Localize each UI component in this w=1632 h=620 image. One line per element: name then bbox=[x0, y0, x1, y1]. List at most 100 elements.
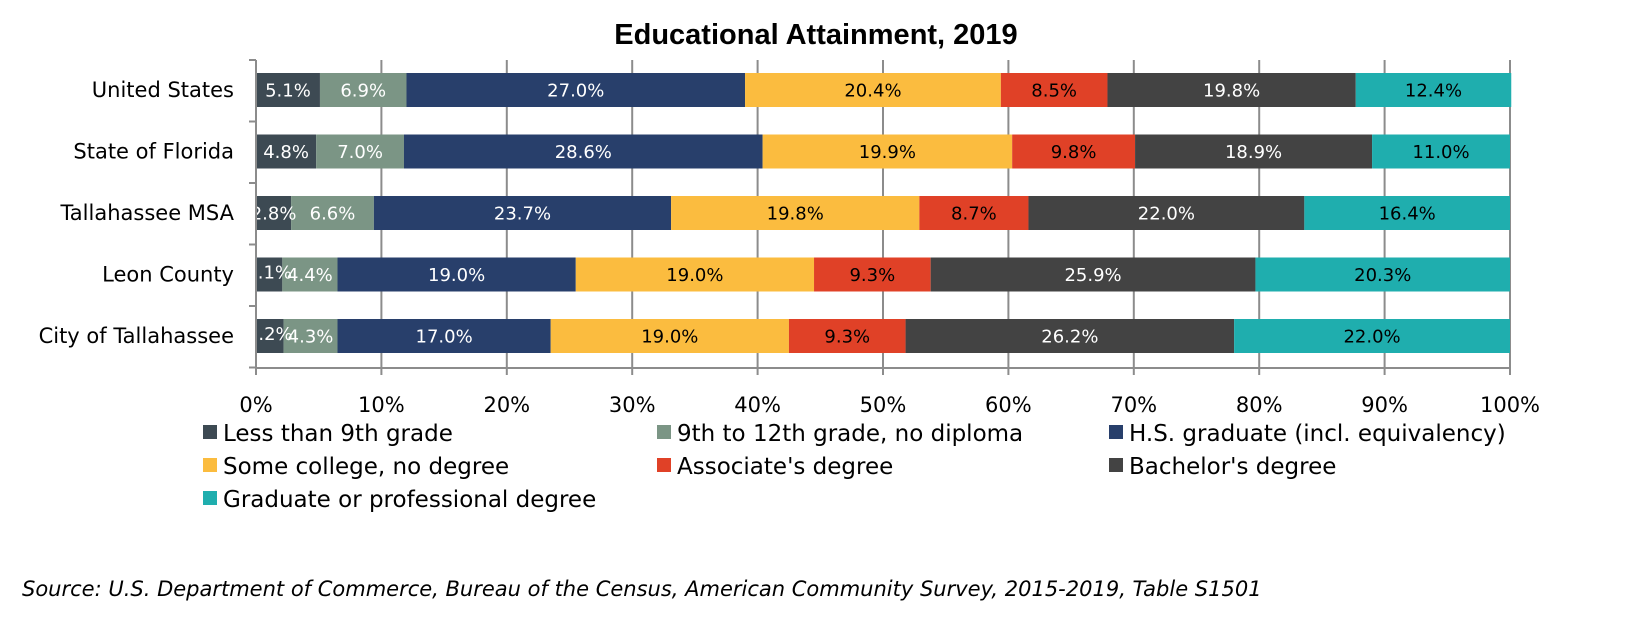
x-tick-label: 40% bbox=[734, 393, 781, 417]
bar-segments bbox=[256, 73, 1512, 353]
legend-swatch bbox=[1109, 425, 1123, 439]
data-label: 22.0% bbox=[1138, 204, 1195, 225]
data-label: 6.6% bbox=[310, 204, 356, 225]
data-label: 20.3% bbox=[1354, 265, 1411, 286]
legend-swatch bbox=[657, 458, 671, 472]
legend-label: Some college, no degree bbox=[223, 454, 509, 480]
segment-labels: 5.1% 6.9% 27.0% 20.4% 8.5% 19.8% 12.4% 4.8% 7.0%… bbox=[246, 81, 1469, 348]
data-label: 19.0% bbox=[641, 327, 698, 348]
bar-segment bbox=[1135, 134, 1373, 169]
data-label: 12.4% bbox=[1405, 81, 1462, 102]
data-label: 19.0% bbox=[666, 265, 723, 286]
legend-label: Associate's degree bbox=[677, 454, 893, 480]
bar-segment bbox=[337, 319, 551, 353]
bar-segment bbox=[1012, 134, 1136, 169]
x-tick-label: 80% bbox=[1236, 393, 1283, 417]
bar-segment bbox=[406, 73, 746, 107]
bar-segment bbox=[671, 196, 920, 230]
data-label: 2.2% bbox=[247, 324, 293, 345]
bar-segment bbox=[1255, 257, 1510, 292]
source-note: Source: U.S. Department of Commerce, Bur… bbox=[22, 577, 1262, 601]
x-tick-labels: 0% 10% 20% 30% 40% 50% 60% 70% 80% 90% 100% bbox=[239, 393, 1540, 417]
category-label: Tallahassee MSA bbox=[59, 201, 234, 225]
data-label: 18.9% bbox=[1225, 142, 1282, 163]
bar-segment bbox=[256, 257, 283, 292]
bar-segment bbox=[550, 319, 789, 353]
data-label: 19.8% bbox=[767, 204, 824, 225]
legend: Less than 9th grade 9th to 12th grade, no… bbox=[203, 421, 1506, 513]
axes bbox=[249, 59, 1511, 375]
bar-segment bbox=[291, 196, 374, 230]
x-tick-label: 90% bbox=[1361, 393, 1408, 417]
legend-label: H.S. graduate (incl. equivalency) bbox=[1129, 421, 1506, 447]
data-label: 26.2% bbox=[1041, 327, 1098, 348]
data-label: 6.9% bbox=[340, 81, 386, 102]
bar-segment bbox=[373, 196, 672, 230]
bar-segment bbox=[745, 73, 1001, 107]
category-label: City of Tallahassee bbox=[39, 324, 234, 348]
bar-segment bbox=[930, 257, 1256, 292]
bar-segment bbox=[256, 196, 292, 230]
legend-swatch bbox=[203, 425, 217, 439]
bar-segment bbox=[316, 134, 404, 169]
data-label: 5.1% bbox=[265, 81, 311, 102]
bar-segment bbox=[788, 319, 906, 353]
data-label: 9.3% bbox=[824, 327, 870, 348]
legend-swatch bbox=[203, 458, 217, 472]
bar-segment bbox=[762, 134, 1013, 169]
x-tick-label: 50% bbox=[860, 393, 907, 417]
bar-segment bbox=[283, 319, 338, 353]
data-label: 19.0% bbox=[428, 265, 485, 286]
data-label: 7.0% bbox=[337, 142, 383, 163]
data-label: 16.4% bbox=[1379, 204, 1436, 225]
bar-segment bbox=[1107, 73, 1356, 107]
x-tick-label: 70% bbox=[1110, 393, 1157, 417]
data-label: 11.0% bbox=[1412, 142, 1469, 163]
bar-segment bbox=[337, 257, 576, 292]
data-label: 4.3% bbox=[288, 327, 334, 348]
category-label: United States bbox=[92, 78, 234, 102]
bar-segment bbox=[1355, 73, 1512, 107]
bar-segment bbox=[319, 73, 407, 107]
data-label: 2.1% bbox=[246, 263, 292, 284]
data-label: 17.0% bbox=[416, 327, 473, 348]
data-label: 27.0% bbox=[547, 81, 604, 102]
bar-segment bbox=[282, 257, 338, 292]
x-tick-label: 60% bbox=[985, 393, 1032, 417]
legend-swatch bbox=[657, 425, 671, 439]
bar-segment bbox=[919, 196, 1029, 230]
bar-segment bbox=[1372, 134, 1510, 169]
data-label: 2.8% bbox=[251, 204, 297, 225]
data-label: 22.0% bbox=[1343, 327, 1400, 348]
bar-segment bbox=[905, 319, 1235, 353]
bar-segment bbox=[403, 134, 763, 169]
bar-segment bbox=[256, 319, 284, 353]
bar-segment bbox=[1028, 196, 1305, 230]
x-tick-label: 30% bbox=[609, 393, 656, 417]
x-tick-label: 10% bbox=[358, 393, 405, 417]
x-tick-label: 20% bbox=[483, 393, 530, 417]
category-label: Leon County bbox=[102, 263, 234, 287]
bar-segment bbox=[256, 73, 320, 107]
data-label: 9.8% bbox=[1051, 142, 1097, 163]
legend-label: 9th to 12th grade, no diploma bbox=[677, 421, 1023, 447]
x-tick-label: 100% bbox=[1480, 393, 1540, 417]
bar-segment bbox=[1304, 196, 1510, 230]
legend-swatch bbox=[1109, 458, 1123, 472]
data-label: 19.9% bbox=[859, 142, 916, 163]
data-label: 28.6% bbox=[555, 142, 612, 163]
chart-title: Educational Attainment, 2019 bbox=[614, 19, 1017, 51]
data-label: 4.4% bbox=[287, 265, 333, 286]
category-labels: United States State of Florida Tallahassee… bbox=[39, 78, 235, 348]
legend-label: Bachelor's degree bbox=[1129, 454, 1336, 480]
data-label: 4.8% bbox=[263, 142, 309, 163]
legend-label: Less than 9th grade bbox=[223, 421, 453, 447]
bar-segment bbox=[256, 134, 317, 169]
legend-label: Graduate or professional degree bbox=[223, 487, 596, 513]
bar-segment bbox=[1234, 319, 1510, 353]
data-label: 20.4% bbox=[844, 81, 901, 102]
legend-swatch bbox=[203, 491, 217, 505]
bar-segment bbox=[814, 257, 931, 292]
bar-segment bbox=[1000, 73, 1108, 107]
